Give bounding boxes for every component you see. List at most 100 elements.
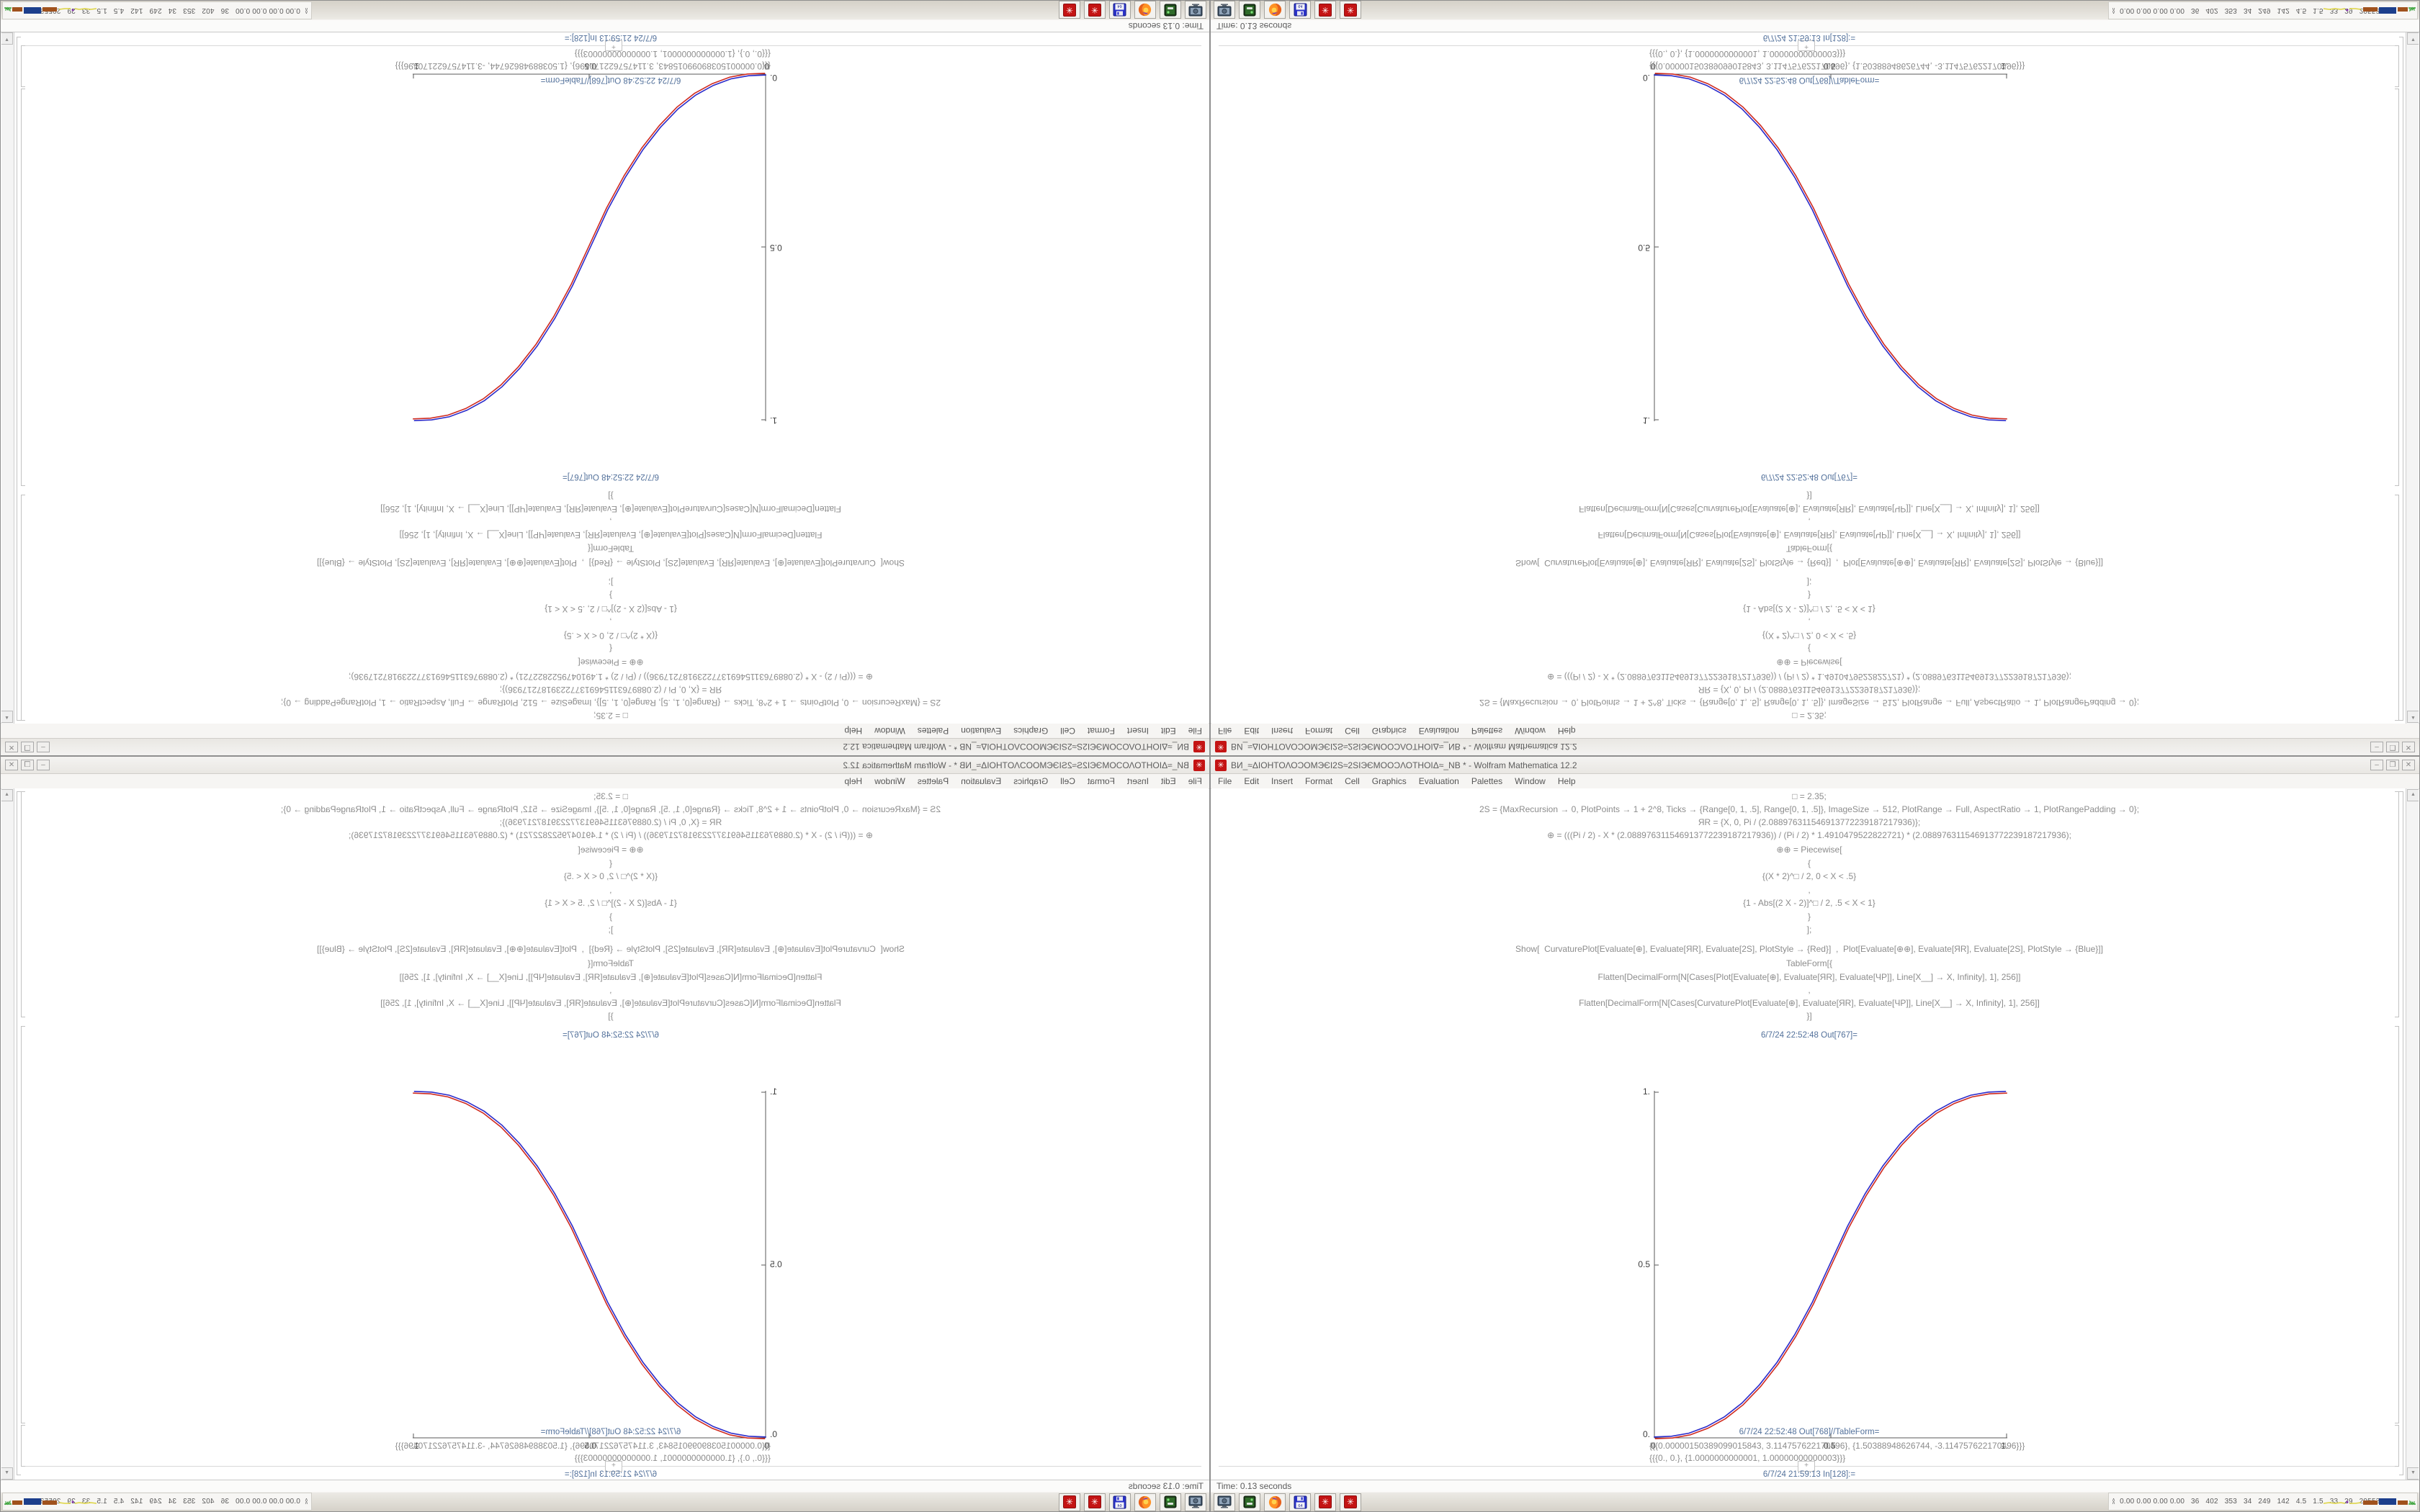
taskbar-floppy-64-icon[interactable]: 64	[1109, 1493, 1131, 1511]
menu-insert[interactable]: Insert	[1126, 776, 1149, 786]
cell-bracket-code[interactable]	[2395, 495, 2399, 721]
cell-group-bracket[interactable]	[2399, 37, 2403, 721]
scroll-up-arrow[interactable]: ▲	[2407, 789, 2419, 801]
menu-help[interactable]: Help	[1557, 776, 1576, 786]
taskbar-floppy-64-icon[interactable]: 64	[1109, 1, 1131, 19]
taskbar-mathematica-icon-1[interactable]: ✳	[1084, 1, 1106, 19]
maximize-button[interactable]: ❒	[2386, 742, 2399, 752]
vertical-scrollbar[interactable]: ▲ ▼	[1, 788, 14, 1480]
taskbar-mathematica-icon-2[interactable]: ✳	[1059, 1493, 1080, 1511]
vertical-scrollbar[interactable]: ▲ ▼	[1, 32, 14, 724]
close-button[interactable]: ✕	[5, 760, 18, 770]
scroll-down-arrow[interactable]: ▼	[1, 1467, 13, 1480]
taskbar-mathematica-icon-1[interactable]: ✳	[1314, 1493, 1336, 1511]
menu-insert[interactable]: Insert	[1271, 776, 1294, 786]
cell-insert-plus-button[interactable]: +	[1798, 40, 1815, 51]
taskbar-screenshot-tool-icon[interactable]	[1214, 1493, 1235, 1511]
menu-evaluation[interactable]: Evaluation	[961, 776, 1002, 786]
cell-bracket-plot[interactable]	[2395, 89, 2399, 486]
menu-window[interactable]: Window	[1515, 776, 1546, 786]
taskbar-screenshot-tool-icon[interactable]	[1214, 1, 1235, 19]
taskbar-firefox-icon[interactable]	[1134, 1, 1156, 19]
menu-edit[interactable]: Edit	[1244, 776, 1260, 786]
taskbar-floppy-64-icon[interactable]: 64	[1289, 1, 1311, 19]
cell-bracket-code[interactable]	[2395, 791, 2399, 1017]
menu-help[interactable]: Help	[844, 726, 863, 736]
taskbar-disk-device-icon[interactable]	[1239, 1493, 1260, 1511]
menu-edit[interactable]: Edit	[1160, 776, 1176, 786]
menu-help[interactable]: Help	[844, 776, 863, 786]
taskbar-screenshot-tool-icon[interactable]	[1185, 1, 1206, 19]
tray-expand-chevrons-icon[interactable]: ∧ ∧	[304, 6, 308, 15]
minimize-button[interactable]: –	[37, 760, 50, 770]
taskbar-mathematica-icon-2[interactable]: ✳	[1340, 1, 1361, 19]
menu-file[interactable]: File	[1218, 776, 1232, 786]
taskbar-disk-device-icon[interactable]	[1160, 1, 1181, 19]
window-titlebar[interactable]: ✳ ВИ_≈ΔΙΟΗΤΟΛΟϽΟΜЭЄΙ2S≈2SΙЭЄΜΟΟϽΛΟΤΗΟΙΔ≈…	[1211, 738, 2419, 755]
cell-bracket-code[interactable]	[21, 495, 25, 721]
menu-cell[interactable]: Cell	[1345, 776, 1360, 786]
menu-insert[interactable]: Insert	[1126, 726, 1149, 736]
scroll-up-arrow[interactable]: ▲	[2407, 711, 2419, 723]
scroll-up-arrow[interactable]: ▲	[1, 711, 13, 723]
menu-format[interactable]: Format	[1305, 776, 1333, 786]
cell-bracket-plot[interactable]	[2395, 1026, 2399, 1423]
menu-file[interactable]: File	[1218, 726, 1232, 736]
taskbar-mathematica-icon-1[interactable]: ✳	[1314, 1, 1336, 19]
cell-bracket-table[interactable]	[21, 1425, 25, 1467]
menu-window[interactable]: Window	[1515, 726, 1546, 736]
cell-bracket-table[interactable]	[2395, 1425, 2399, 1467]
maximize-button[interactable]: ❒	[21, 742, 34, 752]
menu-palettes[interactable]: Palettes	[917, 726, 949, 736]
scroll-up-arrow[interactable]: ▲	[1, 789, 13, 801]
tray-expand-chevrons-icon[interactable]: ∧ ∧	[2112, 1497, 2116, 1506]
scroll-down-arrow[interactable]: ▼	[2407, 32, 2419, 45]
taskbar-mathematica-icon-1[interactable]: ✳	[1084, 1493, 1106, 1511]
menu-window[interactable]: Window	[874, 776, 905, 786]
close-button[interactable]: ✕	[2402, 742, 2415, 752]
taskbar-firefox-icon[interactable]	[1134, 1493, 1156, 1511]
menu-evaluation[interactable]: Evaluation	[1418, 726, 1459, 736]
menu-graphics[interactable]: Graphics	[1013, 776, 1049, 786]
menu-evaluation[interactable]: Evaluation	[1418, 776, 1459, 786]
menu-palettes[interactable]: Palettes	[917, 776, 949, 786]
scroll-down-arrow[interactable]: ▼	[1, 32, 13, 45]
menu-format[interactable]: Format	[1087, 726, 1115, 736]
cell-insert-plus-button[interactable]: +	[605, 40, 622, 51]
menu-cell[interactable]: Cell	[1060, 776, 1075, 786]
maximize-button[interactable]: ❒	[2386, 760, 2399, 770]
cell-bracket-table[interactable]	[2395, 45, 2399, 87]
window-titlebar[interactable]: ✳ ВИ_≈ΔΙΟΗΤΟΛΟϽΟΜЭЄΙ2S≈2SΙЭЄΜΟΟϽΛΟΤΗΟΙΔ≈…	[1, 757, 1209, 774]
minimize-button[interactable]: –	[2370, 742, 2383, 752]
menu-edit[interactable]: Edit	[1160, 726, 1176, 736]
cell-group-bracket[interactable]	[2399, 791, 2403, 1475]
menu-palettes[interactable]: Palettes	[1471, 776, 1503, 786]
taskbar-firefox-icon[interactable]	[1264, 1493, 1286, 1511]
menu-graphics[interactable]: Graphics	[1371, 726, 1407, 736]
scroll-down-arrow[interactable]: ▼	[2407, 1467, 2419, 1480]
menu-file[interactable]: File	[1188, 776, 1202, 786]
menu-help[interactable]: Help	[1557, 726, 1576, 736]
menu-palettes[interactable]: Palettes	[1471, 726, 1503, 736]
menu-insert[interactable]: Insert	[1271, 726, 1294, 736]
menu-window[interactable]: Window	[874, 726, 905, 736]
menu-graphics[interactable]: Graphics	[1013, 726, 1049, 736]
taskbar-disk-device-icon[interactable]	[1160, 1493, 1181, 1511]
cell-bracket-plot[interactable]	[21, 1026, 25, 1423]
cell-bracket-code[interactable]	[21, 791, 25, 1017]
minimize-button[interactable]: –	[2370, 760, 2383, 770]
taskbar-screenshot-tool-icon[interactable]	[1185, 1493, 1206, 1511]
close-button[interactable]: ✕	[2402, 760, 2415, 770]
close-button[interactable]: ✕	[5, 742, 18, 752]
cell-insert-plus-button[interactable]: +	[1798, 1461, 1815, 1472]
menu-edit[interactable]: Edit	[1244, 726, 1260, 736]
tray-expand-chevrons-icon[interactable]: ∧ ∧	[2112, 6, 2116, 15]
menu-format[interactable]: Format	[1087, 776, 1115, 786]
menu-cell[interactable]: Cell	[1345, 726, 1360, 736]
menu-graphics[interactable]: Graphics	[1371, 776, 1407, 786]
menu-file[interactable]: File	[1188, 726, 1202, 736]
window-titlebar[interactable]: ✳ ВИ_≈ΔΙΟΗΤΟΛΟϽΟΜЭЄΙ2S≈2SΙЭЄΜΟΟϽΛΟΤΗΟΙΔ≈…	[1, 738, 1209, 755]
window-titlebar[interactable]: ✳ ВИ_≈ΔΙΟΗΤΟΛΟϽΟΜЭЄΙ2S≈2SΙЭЄΜΟΟϽΛΟΤΗΟΙΔ≈…	[1211, 757, 2419, 774]
taskbar-mathematica-icon-2[interactable]: ✳	[1059, 1, 1080, 19]
tray-expand-chevrons-icon[interactable]: ∧ ∧	[304, 1497, 308, 1506]
